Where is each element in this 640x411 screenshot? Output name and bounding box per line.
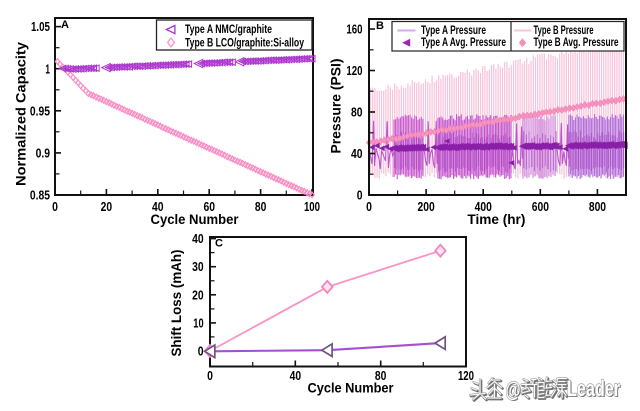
svg-text:0.85: 0.85 <box>30 189 50 203</box>
svg-text:Type B Pressure: Type B Pressure <box>534 23 594 37</box>
svg-text:80: 80 <box>255 200 267 214</box>
svg-text:Type A Pressure: Type A Pressure <box>421 23 486 37</box>
svg-text:100: 100 <box>304 200 320 214</box>
svg-text:40: 40 <box>351 147 363 161</box>
svg-text:120: 120 <box>458 369 474 383</box>
svg-text:1: 1 <box>45 62 50 76</box>
svg-text:20: 20 <box>101 200 113 214</box>
svg-text:160: 160 <box>346 23 362 37</box>
svg-text:80: 80 <box>375 369 387 383</box>
svg-text:30: 30 <box>192 260 204 274</box>
svg-text:Leader: Leader <box>567 376 620 401</box>
svg-text:Type B LCO/graphite:Si-alloy: Type B LCO/graphite:Si-alloy <box>185 38 304 50</box>
svg-text:600: 600 <box>532 200 549 214</box>
svg-text:400: 400 <box>475 200 492 214</box>
svg-text:A: A <box>61 19 69 31</box>
svg-text:40: 40 <box>192 232 204 246</box>
svg-text:40: 40 <box>152 200 164 214</box>
svg-text:40: 40 <box>290 369 302 383</box>
svg-text:Shift Loss (mAh): Shift Loss (mAh) <box>168 250 184 357</box>
svg-text:80: 80 <box>351 106 363 120</box>
svg-text:Cycle Number: Cycle Number <box>308 380 394 396</box>
svg-text:0.95: 0.95 <box>30 104 50 118</box>
svg-text:Cycle Number: Cycle Number <box>151 211 240 227</box>
svg-text:10: 10 <box>193 316 203 330</box>
svg-text:B: B <box>376 20 384 32</box>
svg-text:C: C <box>215 238 223 250</box>
svg-text:Type A NMC/graphite: Type A NMC/graphite <box>185 24 272 36</box>
svg-text:0: 0 <box>207 369 213 383</box>
svg-text:200: 200 <box>418 200 435 214</box>
svg-text:120: 120 <box>346 64 362 78</box>
svg-text:Pressure (PSI): Pressure (PSI) <box>328 59 344 154</box>
svg-text:20: 20 <box>192 288 204 302</box>
svg-text:0: 0 <box>52 200 58 214</box>
svg-text:Type B Avg. Pressure: Type B Avg. Pressure <box>534 35 619 49</box>
svg-text:Leader: Leader <box>568 377 621 402</box>
svg-text:Normalized Capacity: Normalized Capacity <box>13 42 29 186</box>
svg-text:60: 60 <box>203 200 215 214</box>
svg-text:Time (hr): Time (hr) <box>467 211 525 227</box>
svg-text:0.9: 0.9 <box>36 147 50 161</box>
svg-text:1.05: 1.05 <box>31 20 50 34</box>
svg-text:@: @ <box>507 380 522 403</box>
svg-text:800: 800 <box>589 200 606 214</box>
svg-text:@: @ <box>506 379 521 402</box>
svg-text:0: 0 <box>198 345 204 359</box>
svg-text:0: 0 <box>357 189 363 203</box>
svg-text:Type A Avg. Pressure: Type A Avg. Pressure <box>421 35 506 49</box>
svg-text:0: 0 <box>366 200 372 214</box>
